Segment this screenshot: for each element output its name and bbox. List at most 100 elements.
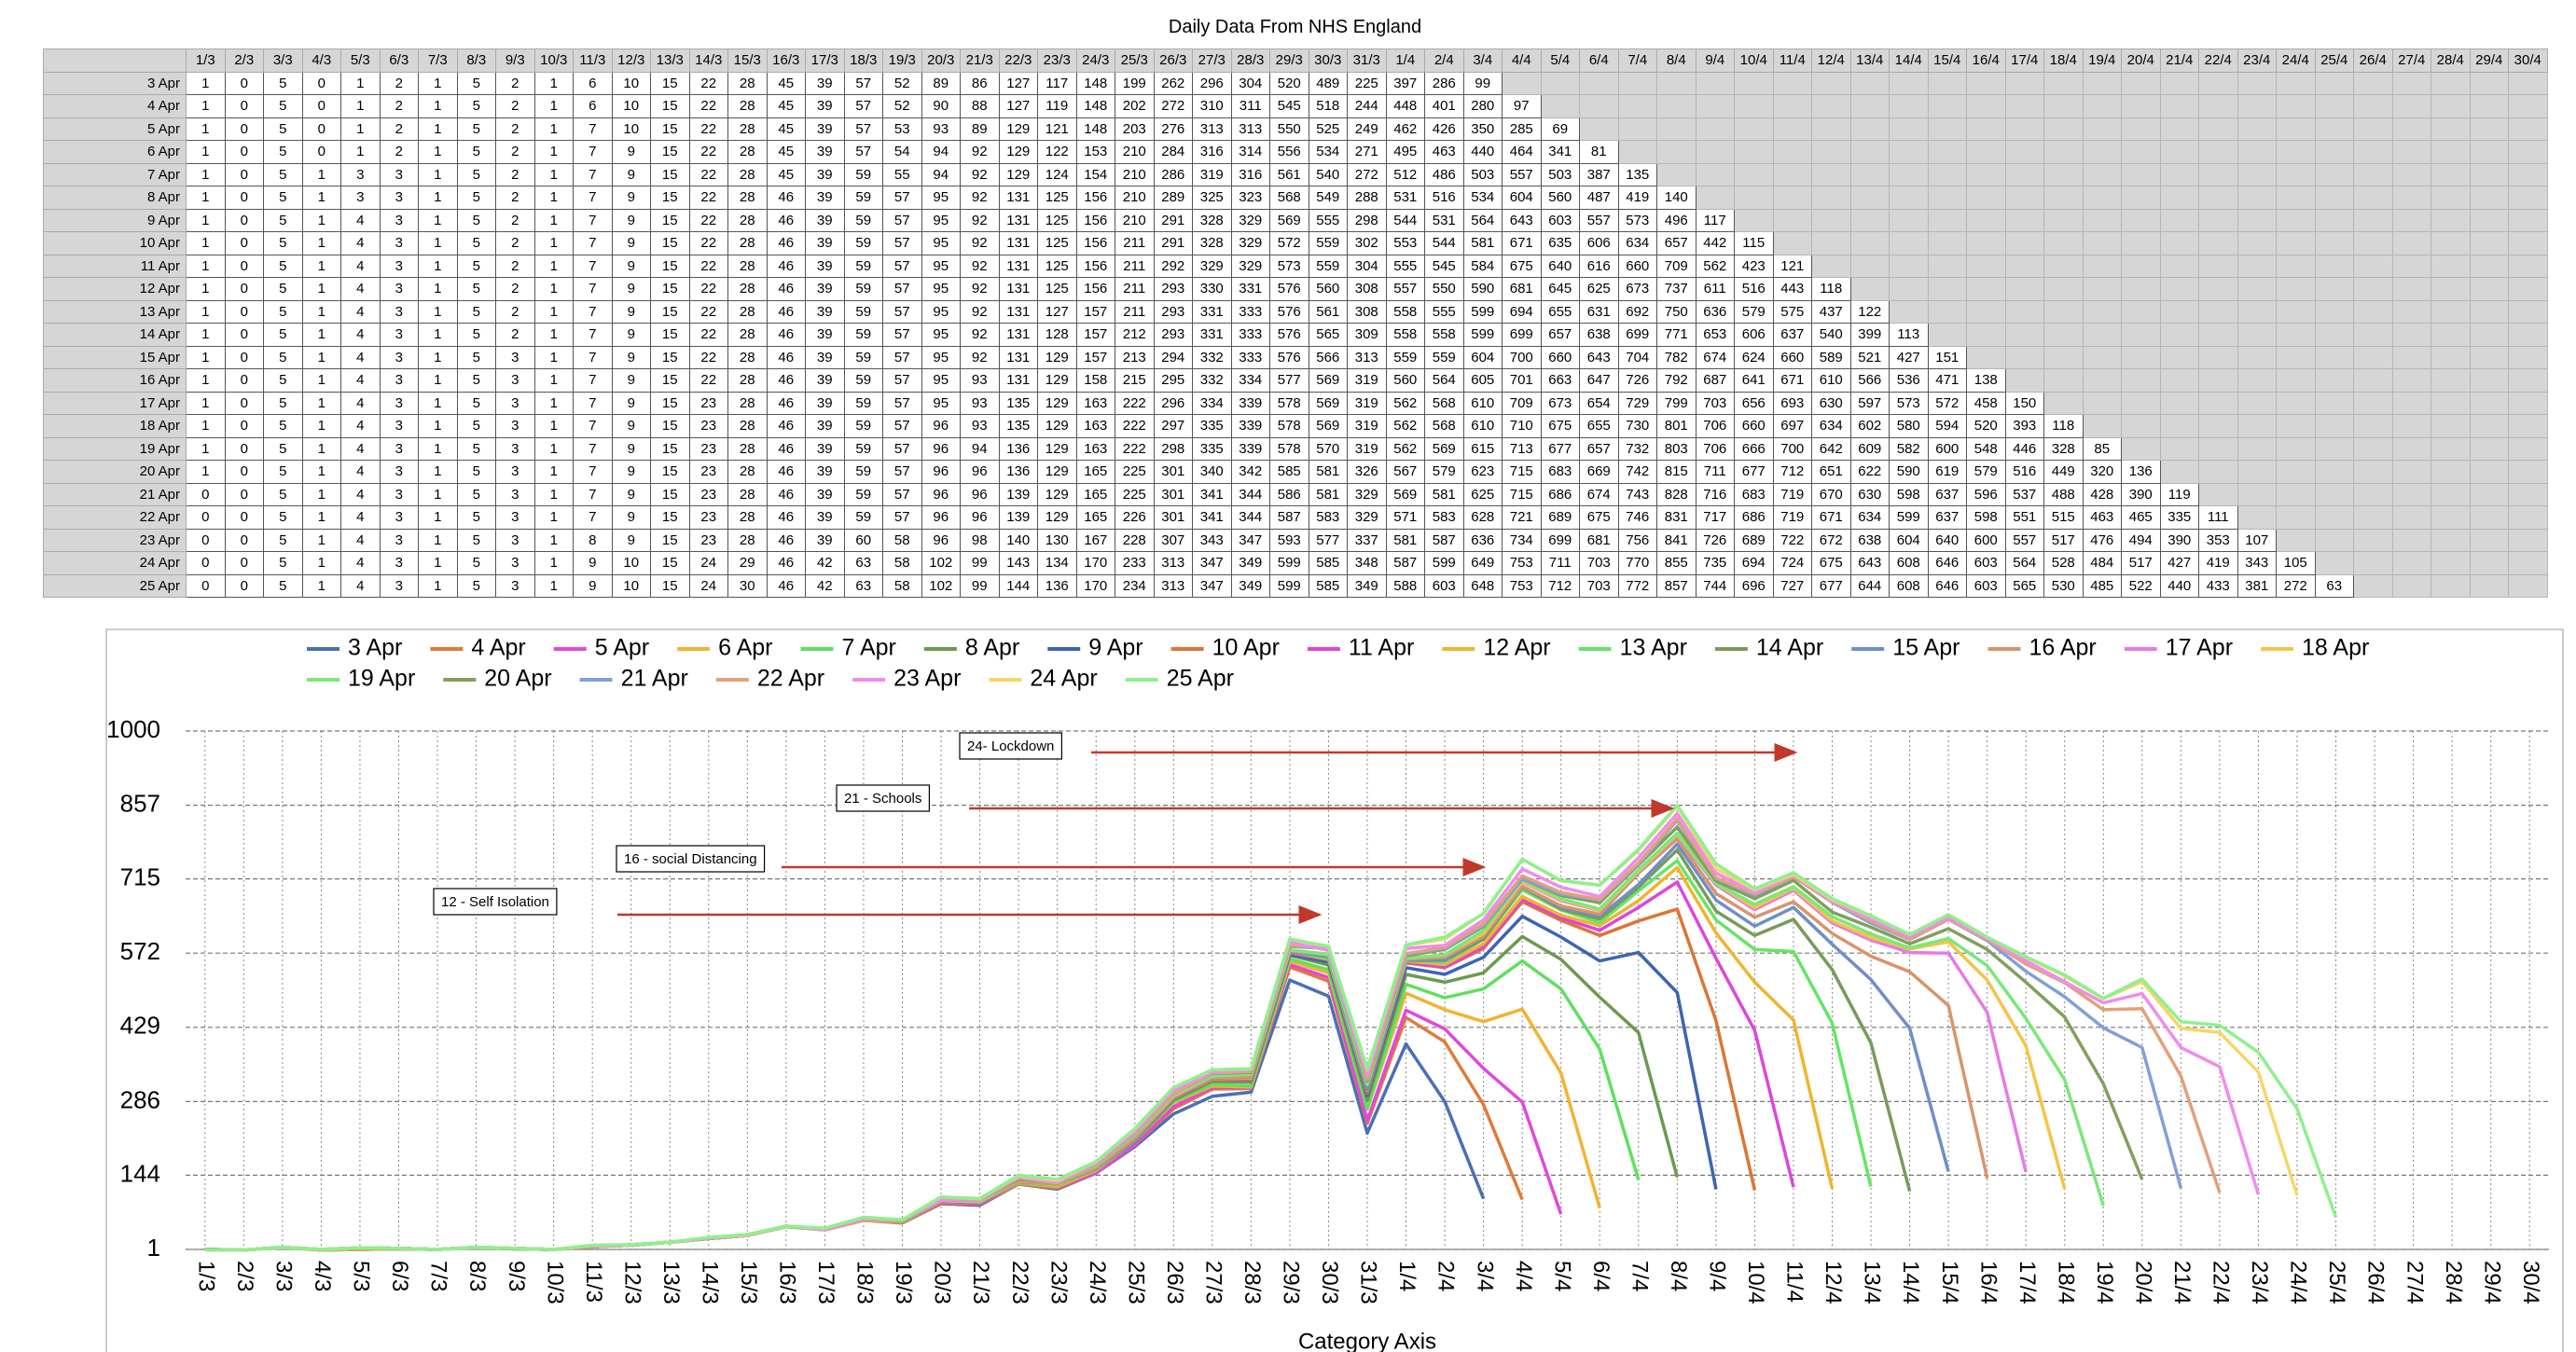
table-cell: 42 xyxy=(805,551,845,575)
empty-cell xyxy=(2469,551,2509,575)
table-cell: 724 xyxy=(1772,551,1812,575)
table-cell: 286 xyxy=(1153,162,1193,186)
table-cell: 59 xyxy=(843,186,883,210)
table-cell: 610 xyxy=(1811,368,1851,393)
empty-cell xyxy=(1927,140,1967,164)
table-cell: 557 xyxy=(1385,277,1425,301)
table-row: 8 Apr 1 0 5 1 3 3 1 5 2 1 7 9 15 22 28 46 39 59 57 95 92 131 12… xyxy=(43,186,2548,210)
empty-cell xyxy=(2431,460,2471,484)
table-title: Daily Data From NHS England xyxy=(1168,17,1422,37)
empty-cell xyxy=(2121,71,2161,95)
table-cell: 9 xyxy=(611,323,651,347)
table-cell: 732 xyxy=(1617,436,1657,461)
empty-cell xyxy=(2314,323,2354,347)
table-cell: 530 xyxy=(2043,573,2084,598)
table-cell: 57 xyxy=(882,277,922,301)
table-cell: 520 xyxy=(1966,414,2006,438)
table-cell: 295 xyxy=(1153,368,1193,393)
empty-cell xyxy=(1695,71,1735,95)
empty-cell xyxy=(2508,551,2548,575)
empty-cell xyxy=(2431,368,2471,393)
empty-cell xyxy=(2237,505,2277,530)
table-cell: 57 xyxy=(882,436,922,461)
table-cell: 46 xyxy=(766,231,806,255)
table-cell: 634 xyxy=(1617,231,1657,255)
table-cell: 3 xyxy=(495,505,535,530)
table-cell: 139 xyxy=(998,482,1038,506)
table-cell: 127 xyxy=(1037,299,1077,324)
empty-cell xyxy=(2082,323,2122,347)
table-cell: 89 xyxy=(960,117,1000,141)
table-cell: 328 xyxy=(2043,436,2084,461)
table-cell: 4 xyxy=(340,414,381,438)
table-cell: 5 xyxy=(456,162,496,186)
empty-cell xyxy=(1927,162,1967,186)
table-cell: 0 xyxy=(224,254,264,278)
table-cell: 3 xyxy=(379,551,419,575)
empty-cell xyxy=(1966,323,2006,347)
empty-cell xyxy=(1849,231,1890,255)
table-cell: 93 xyxy=(960,414,1000,438)
table-cell: 92 xyxy=(960,299,1000,324)
x-tick-label: 24/4 xyxy=(2286,1261,2311,1304)
table-cell: 99 xyxy=(960,551,1000,575)
empty-cell xyxy=(2391,436,2431,461)
table-cell: 125 xyxy=(1037,186,1077,210)
x-tick-label: 13/3 xyxy=(658,1261,684,1304)
empty-cell xyxy=(2353,573,2393,598)
empty-cell xyxy=(1927,71,1967,95)
empty-cell xyxy=(2469,460,2509,484)
table-cell: 5 xyxy=(263,162,303,186)
table-cell: 681 xyxy=(1502,277,1542,301)
table-cell: 95 xyxy=(921,299,961,324)
table-cell: 671 xyxy=(1502,231,1542,255)
column-header: 28/3 xyxy=(1230,48,1270,73)
table-cell: 314 xyxy=(1230,140,1270,164)
table-cell: 55 xyxy=(882,162,922,186)
table-cell: 63 xyxy=(843,573,883,598)
empty-cell xyxy=(2082,140,2122,164)
table-cell: 210 xyxy=(1115,186,1155,210)
table-cell: 831 xyxy=(1656,505,1697,530)
empty-cell xyxy=(2198,186,2238,210)
empty-cell xyxy=(2121,208,2161,232)
empty-cell xyxy=(1966,71,2006,95)
table-cell: 5 xyxy=(456,505,496,530)
legend-item: 15 Apr xyxy=(1851,635,1960,661)
empty-cell xyxy=(1966,345,2006,369)
table-cell: 2 xyxy=(495,299,535,324)
table-cell: 5 xyxy=(263,208,303,232)
empty-cell xyxy=(2353,391,2393,415)
table-cell: 10 xyxy=(611,573,651,598)
table-cell: 63 xyxy=(2314,573,2354,598)
empty-cell xyxy=(2314,254,2354,278)
table-cell: 0 xyxy=(224,208,264,232)
column-header: 19/3 xyxy=(882,48,922,73)
legend-item: 8 Apr xyxy=(923,635,1019,661)
header-row: 1/3 2/3 3/3 4/3 5/3 6/3 7/3 8/3 9/3 10/3 11/3 12/3 1… xyxy=(43,48,2548,73)
table-cell: 39 xyxy=(805,162,845,186)
table-cell: 1 xyxy=(533,71,574,95)
table-cell: 611 xyxy=(1695,277,1735,301)
table-cell: 296 xyxy=(1192,71,1232,95)
empty-cell xyxy=(2391,71,2431,95)
table-cell: 1 xyxy=(186,162,226,186)
table-cell: 9 xyxy=(611,345,651,369)
column-header: 9/3 xyxy=(495,48,535,73)
table-cell: 536 xyxy=(1889,368,1929,393)
table-cell: 304 xyxy=(1230,71,1270,95)
legend-label: 3 Apr xyxy=(348,635,402,661)
table-cell: 599 xyxy=(1889,505,1929,530)
table-cell: 344 xyxy=(1230,505,1270,530)
table-row: 14 Apr 1 0 5 1 4 3 1 5 2 1 7 9 15 22 28 46 39 59 57 95 92 131 1… xyxy=(43,323,2548,347)
empty-cell xyxy=(2391,345,2431,369)
row-header: 9 Apr xyxy=(43,208,187,232)
table-cell: 85 xyxy=(2082,436,2122,461)
table-cell: 1 xyxy=(533,414,574,438)
table-cell: 5 xyxy=(456,277,496,301)
table-cell: 516 xyxy=(1424,186,1464,210)
empty-cell xyxy=(1811,94,1851,118)
empty-cell xyxy=(2043,94,2084,118)
empty-cell xyxy=(2082,368,2122,393)
table-cell: 1 xyxy=(533,345,574,369)
